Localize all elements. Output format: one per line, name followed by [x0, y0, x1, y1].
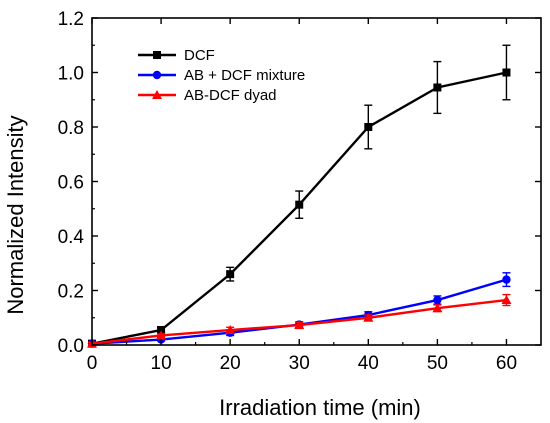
data-point — [157, 326, 166, 335]
plot-frame — [91, 17, 542, 346]
y-tick-label: 0.4 — [58, 227, 85, 248]
legend-label: AB-DCF dyad — [184, 87, 277, 104]
series-square — [88, 44, 511, 348]
data-point — [295, 200, 304, 209]
x-tick-label: 10 — [151, 353, 172, 374]
legend-marker — [153, 51, 161, 59]
legend-item: DCF — [138, 47, 215, 64]
x-tick-label: 40 — [358, 353, 379, 374]
data-point — [294, 320, 305, 330]
legend-item: AB-DCF dyad — [138, 87, 277, 104]
legend-label: DCF — [184, 47, 215, 64]
legend-marker — [152, 90, 162, 99]
tick-labels: 0 10 20 30 40 50 60 0.0 0.2 0.4 0.6 0.8 1.0 1.2 — [58, 9, 517, 374]
data-point — [502, 275, 511, 284]
x-tick-label: 50 — [427, 353, 448, 374]
legend-item: AB + DCF mixture — [138, 67, 305, 84]
y-tick-label: 0.0 — [58, 336, 84, 357]
data-point — [226, 270, 235, 279]
data-point — [432, 303, 443, 313]
x-tick-label: 0 — [87, 353, 98, 374]
x-tick-label: 20 — [220, 353, 241, 374]
plot-area — [87, 44, 512, 348]
series-line — [91, 278, 507, 345]
y-axis-title: Normalized Intensity — [3, 115, 28, 314]
legend-marker — [152, 70, 162, 80]
data-point — [433, 295, 442, 305]
data-point — [225, 325, 236, 335]
x-tick-label: 30 — [289, 353, 310, 374]
data-point — [433, 83, 442, 92]
data-point — [364, 123, 373, 131]
y-tick-label: 1.2 — [58, 9, 84, 30]
x-tick-label: 60 — [496, 353, 517, 374]
data-point — [363, 312, 374, 322]
data-point — [502, 68, 511, 77]
legend: DCF AB + DCF mixture AB-DCF dyad — [138, 47, 305, 104]
legend-label: AB + DCF mixture — [184, 67, 305, 84]
y-tick-label: 0.6 — [58, 173, 84, 194]
y-tick-label: 0.2 — [58, 282, 84, 303]
data-point — [501, 295, 512, 305]
axes — [91, 17, 542, 346]
data-point — [156, 330, 167, 340]
y-tick-label: 0.8 — [58, 118, 84, 139]
y-tick-label: 1.0 — [58, 64, 84, 85]
x-axis-title: Irradiation time (min) — [219, 395, 421, 420]
